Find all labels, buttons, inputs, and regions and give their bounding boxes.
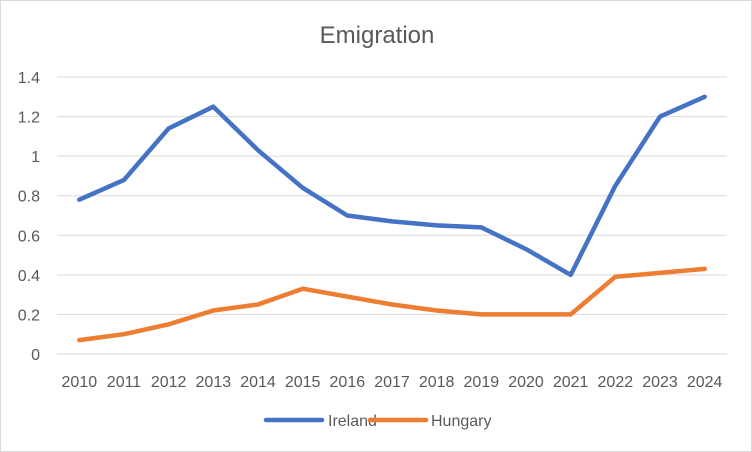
- y-tick-label: 0: [31, 347, 40, 364]
- legend-label: Ireland: [328, 413, 377, 430]
- x-tick-label: 2021: [553, 374, 589, 391]
- y-tick-label: 0.6: [18, 228, 40, 245]
- x-tick-label: 2012: [151, 374, 187, 391]
- legend[interactable]: Ireland Hungary: [263, 413, 491, 430]
- y-tick-label: 1.4: [18, 70, 40, 87]
- chart-title: Emigration: [320, 22, 435, 49]
- y-tick-label: 0.8: [18, 189, 40, 206]
- legend-item-ireland[interactable]: Ireland: [263, 413, 377, 430]
- y-axis-tick-labels: 0 0.2 0.4 0.6 0.8 1 1.2 1.4: [18, 70, 40, 364]
- x-tick-label: 2019: [464, 374, 500, 391]
- series-line-hungary: [77, 266, 707, 343]
- x-tick-label: 2020: [508, 374, 544, 391]
- x-tick-label: 2010: [62, 374, 98, 391]
- x-tick-label: 2024: [687, 374, 723, 391]
- x-axis-tick-labels: 2010 2011 2012 2013 2014 2015 2016 2017 2018 2019…: [62, 374, 723, 391]
- legend-item-hungary[interactable]: Hungary: [367, 413, 491, 430]
- y-tick-label: 0.4: [18, 268, 40, 285]
- y-tick-label: 1.2: [18, 110, 40, 127]
- y-tick-label: 0.2: [18, 307, 40, 324]
- gridlines: [57, 76, 727, 355]
- x-tick-label: 2016: [330, 374, 366, 391]
- x-tick-label: 2018: [419, 374, 455, 391]
- x-tick-label: 2022: [598, 374, 634, 391]
- x-tick-label: 2023: [642, 374, 678, 391]
- x-tick-label: 2017: [374, 374, 410, 391]
- x-tick-label: 2011: [107, 374, 142, 391]
- x-tick-label: 2013: [196, 374, 232, 391]
- x-tick-label: 2014: [240, 374, 276, 391]
- x-tick-label: 2015: [285, 374, 321, 391]
- series-lines: [77, 94, 707, 343]
- series-line-ireland: [77, 94, 707, 278]
- legend-label: Hungary: [431, 413, 491, 430]
- y-tick-label: 1: [31, 149, 40, 166]
